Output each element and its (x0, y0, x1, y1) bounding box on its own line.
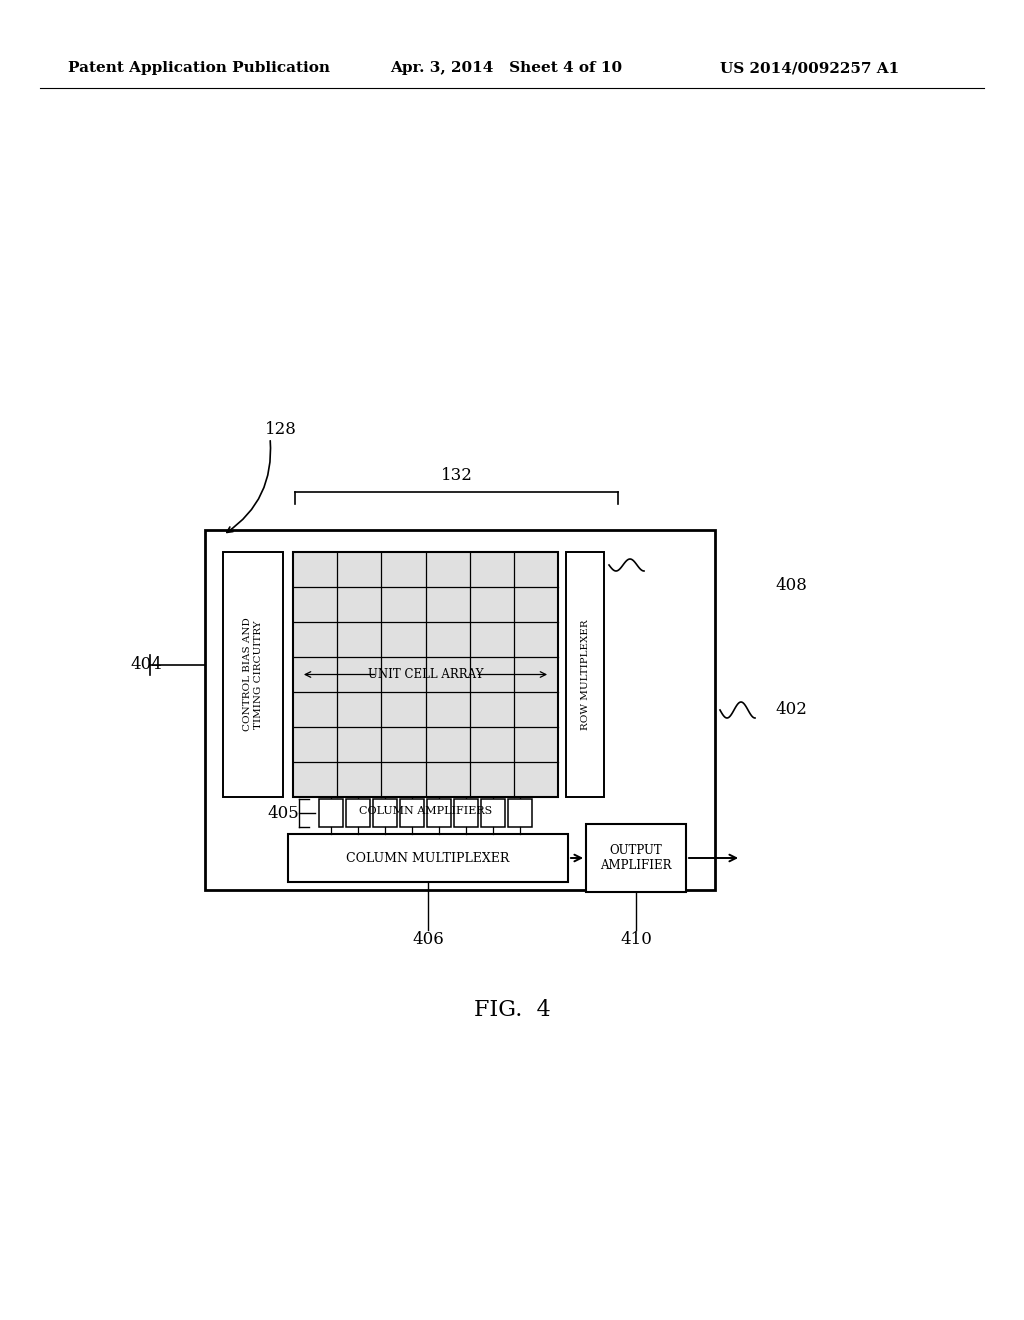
Text: COLUMN MULTIPLEXER: COLUMN MULTIPLEXER (346, 851, 510, 865)
Text: CONTROL BIAS AND
TIMING CIRCUITRY: CONTROL BIAS AND TIMING CIRCUITRY (244, 618, 263, 731)
Text: 408: 408 (775, 577, 807, 594)
Text: FIG.  4: FIG. 4 (474, 999, 550, 1020)
Bar (400, 799, 424, 828)
Bar (508, 799, 532, 828)
Bar (454, 799, 478, 828)
Text: 406: 406 (412, 932, 443, 949)
Bar (205, 531, 715, 890)
Bar (288, 834, 568, 882)
Text: UNIT CELL ARRAY: UNIT CELL ARRAY (368, 668, 483, 681)
Bar (566, 552, 604, 797)
Text: ROW MULTIPLEXER: ROW MULTIPLEXER (581, 619, 590, 730)
Text: US 2014/0092257 A1: US 2014/0092257 A1 (720, 61, 899, 75)
Text: Patent Application Publication: Patent Application Publication (68, 61, 330, 75)
Bar (586, 824, 686, 892)
Text: COLUMN AMPLIFIERS: COLUMN AMPLIFIERS (358, 807, 493, 816)
Text: 405: 405 (267, 804, 299, 821)
Bar (346, 799, 370, 828)
Text: 404: 404 (130, 656, 162, 673)
Text: 402: 402 (775, 701, 807, 718)
Bar (223, 552, 283, 797)
Bar (481, 799, 505, 828)
Text: 410: 410 (621, 932, 652, 949)
Bar (293, 552, 558, 797)
Text: 128: 128 (265, 421, 297, 438)
Bar (319, 799, 343, 828)
Text: 132: 132 (440, 466, 472, 483)
Text: Apr. 3, 2014   Sheet 4 of 10: Apr. 3, 2014 Sheet 4 of 10 (390, 61, 623, 75)
Bar (427, 799, 451, 828)
Text: OUTPUT
AMPLIFIER: OUTPUT AMPLIFIER (600, 843, 672, 873)
Bar (373, 799, 397, 828)
